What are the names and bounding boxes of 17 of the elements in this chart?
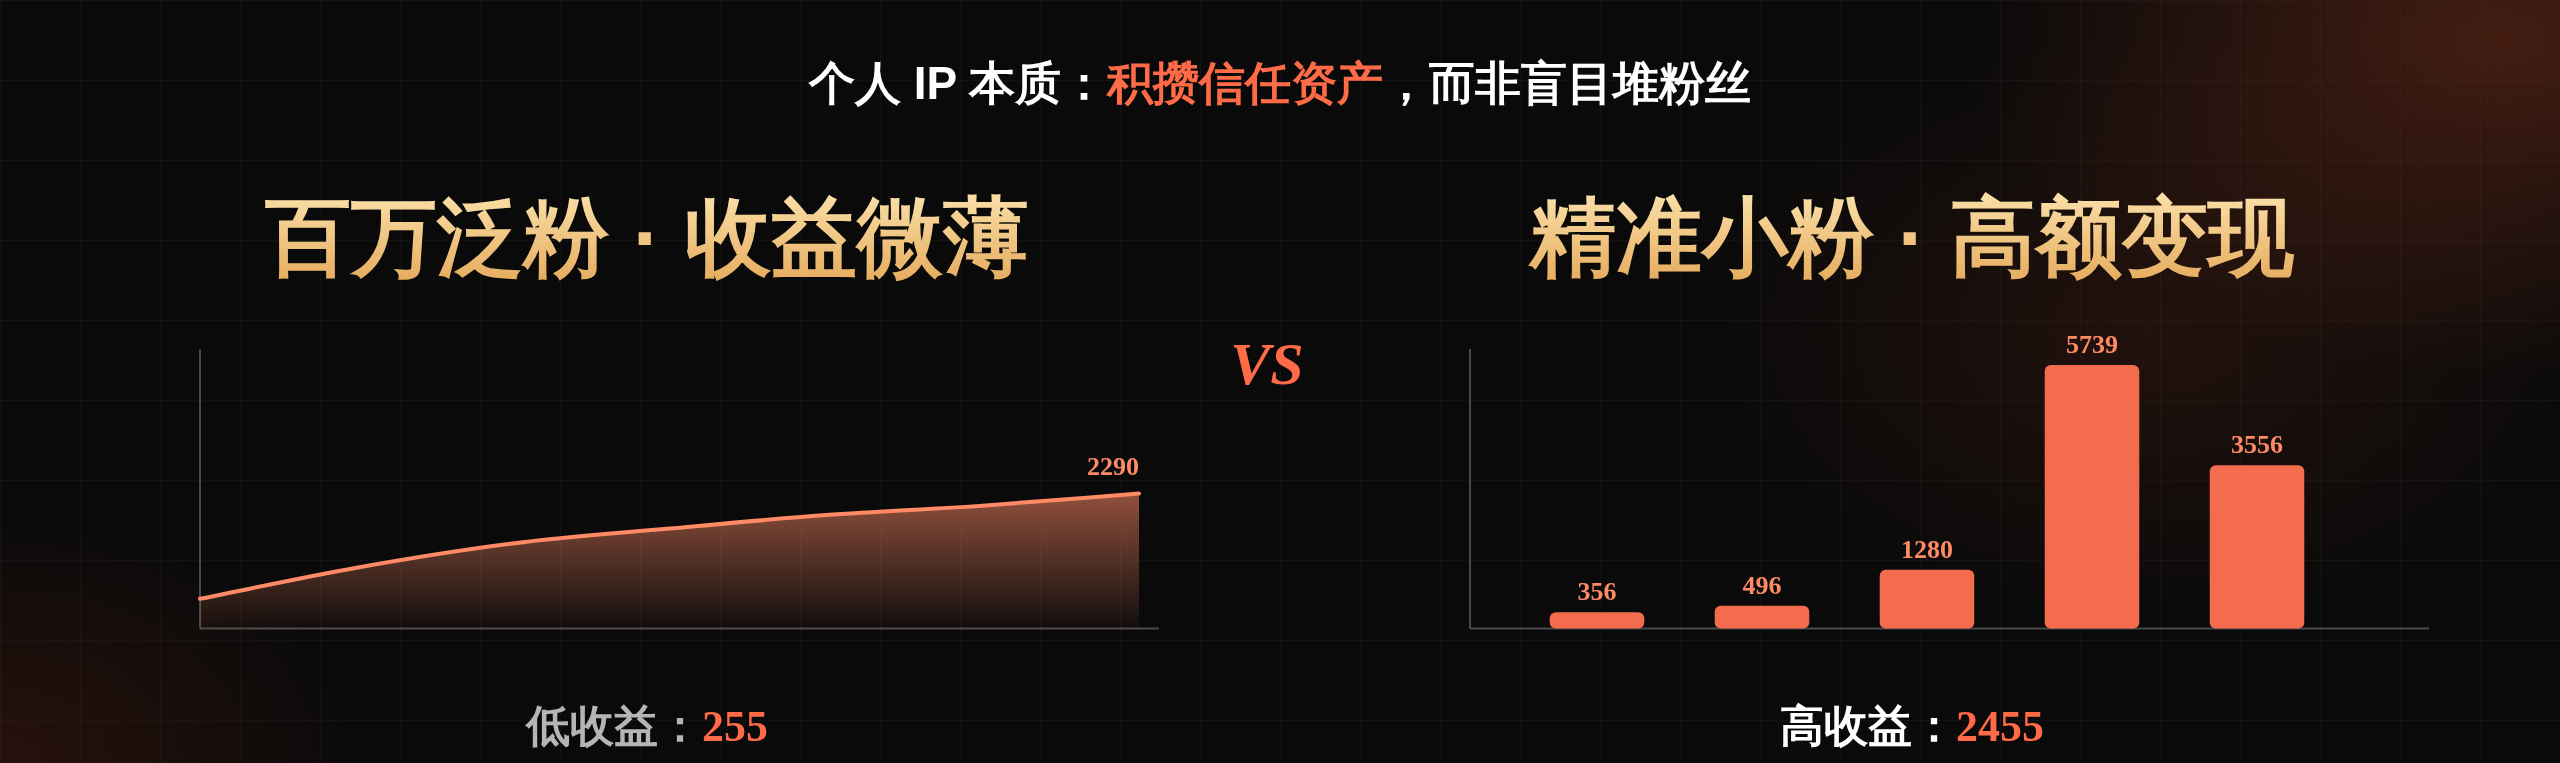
bar	[2044, 365, 2140, 629]
annotation: 2290	[1087, 451, 1139, 481]
data-label: 3556	[2231, 430, 2283, 460]
data-label: 1280	[1901, 534, 1953, 564]
text: VS	[1230, 331, 1304, 397]
text: 个人 IP 本质：积攒信任资产，而非盲目堆粉丝	[807, 57, 1752, 109]
text: 高收益：2455	[1780, 701, 2044, 751]
data-label: 5739	[2066, 330, 2118, 360]
data-label: 356	[1577, 577, 1617, 607]
data-label: 496	[1742, 570, 1782, 600]
bar	[1879, 569, 1975, 629]
bar	[1714, 605, 1810, 629]
bar	[1549, 612, 1645, 629]
bar	[2209, 465, 2305, 629]
chart-title: 百万泛粉 · 收益微薄	[263, 189, 1030, 285]
text: 低收益：255	[524, 701, 768, 751]
chart-title: 精准小粉 · 高额变现	[1527, 189, 2296, 285]
